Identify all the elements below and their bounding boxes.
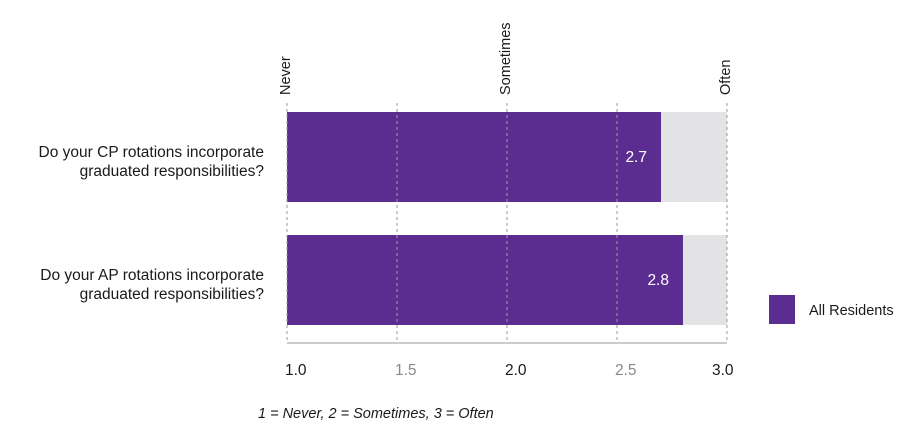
bar-1: [287, 112, 661, 202]
x-tick-label-1: 1.0: [285, 362, 307, 379]
x-tick-label-3: 2.0: [505, 362, 527, 379]
scale-label-often: Often: [718, 60, 734, 95]
value-label-1: 2.7: [625, 149, 647, 166]
legend-swatch: [769, 295, 795, 324]
category-label-1: Do your CP rotations incorporate graduate…: [39, 144, 265, 180]
scale-note: 1 = Never, 2 = Sometimes, 3 = Often: [258, 406, 494, 422]
category-label-1-line-2: graduated responsibilities?: [80, 163, 265, 180]
category-label-2-line-1: Do your AP rotations incorporate: [40, 267, 264, 284]
category-label-1-line-1: Do your CP rotations incorporate: [39, 144, 264, 161]
category-label-2: Do your AP rotations incorporate graduate…: [40, 267, 264, 303]
scale-label-sometimes: Sometimes: [498, 22, 514, 95]
category-label-2-line-2: graduated responsibilities?: [80, 286, 265, 303]
legend-label: All Residents: [809, 303, 894, 319]
value-label-2: 2.8: [647, 272, 669, 289]
bar-2: [287, 235, 683, 325]
legend: All Residents: [769, 295, 894, 324]
x-tick-label-4: 2.5: [615, 362, 637, 379]
x-tick-label-5: 3.0: [712, 362, 734, 379]
scale-label-never: Never: [278, 56, 294, 95]
x-tick-label-2: 1.5: [395, 362, 417, 379]
